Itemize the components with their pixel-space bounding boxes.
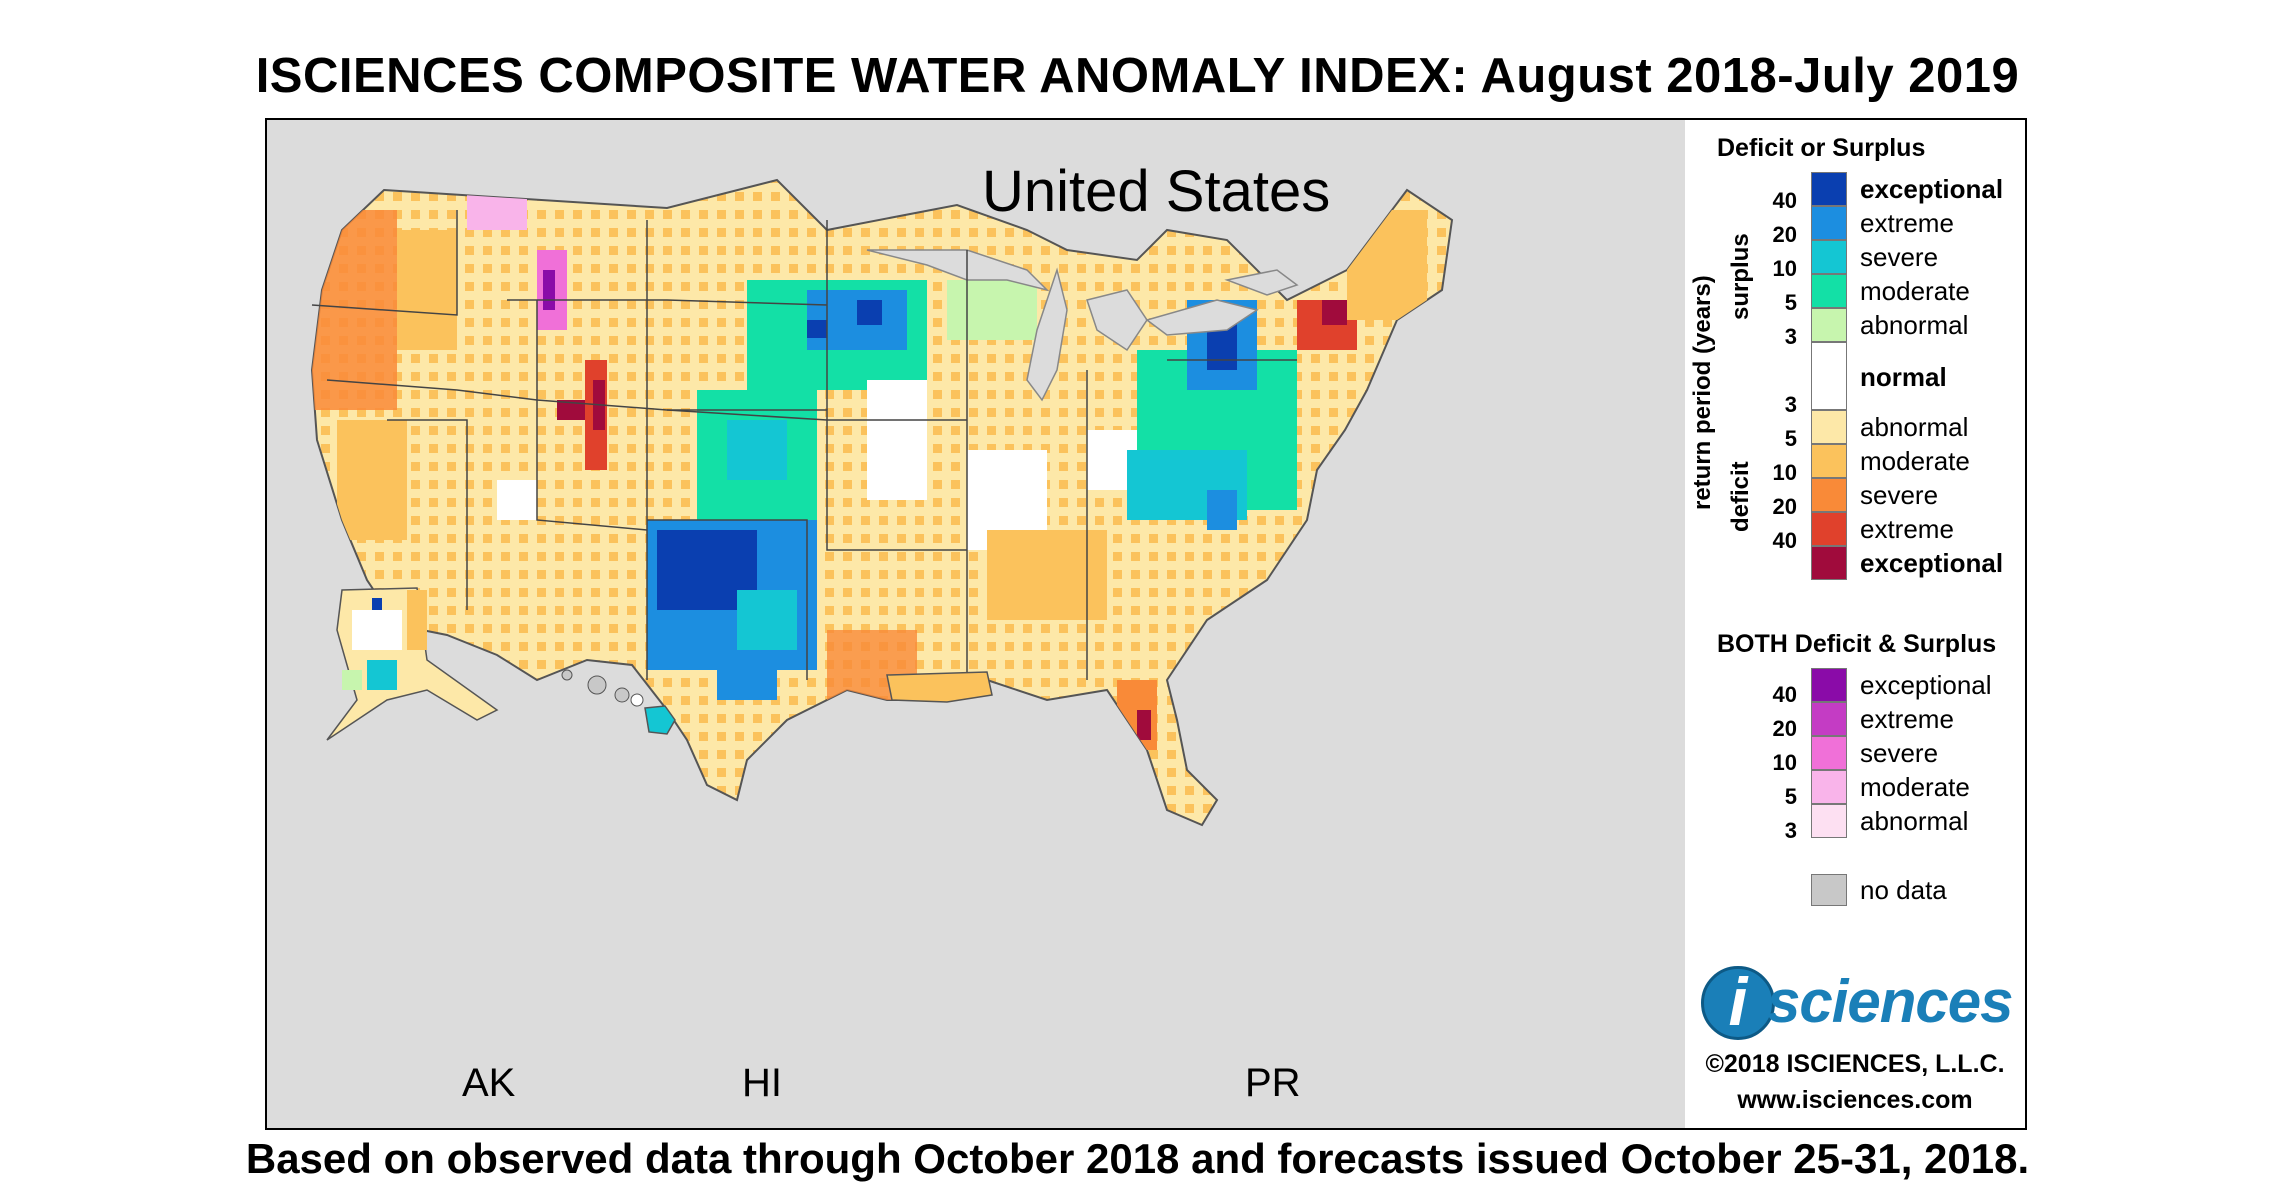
map-frame: United States AK HI PR Deficit or Surplu… [265, 118, 2027, 1130]
legend-swatch-deficit-moderate [1811, 444, 1847, 478]
puerto-rico-inset [886, 671, 993, 703]
copyright: ©2018 ISCIENCES, L.L.C. [1705, 1050, 2005, 1078]
legend-axis-label: return period (years) [1689, 275, 1716, 510]
legend-title-both: BOTH Deficit & Surplus [1717, 630, 1997, 658]
isciences-logo: i sciences [1689, 962, 2021, 1042]
legend-label-deficit-exceptional: exceptional [1860, 548, 2004, 578]
map-title: ISCIENCES COMPOSITE WATER ANOMALY INDEX:… [255, 49, 2020, 103]
legend-swatch-surplus-severe [1811, 240, 1847, 274]
legend-label-both-severe: severe [1860, 738, 1939, 768]
great-lakes [866, 249, 1299, 402]
legend-swatch-both-exceptional [1811, 668, 1847, 702]
legend-label-surplus-exceptional: exceptional [1860, 174, 2004, 204]
website-url: www.isciences.com [1737, 1086, 1973, 1114]
legend-label-deficit-severe: severe [1860, 480, 1939, 510]
legend-swatch-surplus-abnormal [1811, 308, 1847, 342]
legend-title-deficit-surplus: Deficit or Surplus [1717, 134, 1926, 162]
map-panel: United States AK HI PR [267, 120, 1685, 1128]
legend-period-surplus-moderate: 5 [1784, 290, 1797, 315]
legend-period-both-moderate: 5 [1784, 784, 1797, 809]
legend-period-deficit-exceptional: 40 [1772, 528, 1797, 553]
legend-label-surplus-severe: severe [1860, 242, 1939, 272]
legend-period-surplus-exceptional: 40 [1772, 188, 1797, 213]
legend-period-deficit-extreme: 20 [1772, 494, 1797, 519]
legend-swatch-normal [1811, 342, 1847, 410]
state-boundaries [311, 210, 1297, 680]
inset-label-hi: HI [742, 1061, 782, 1105]
legend-swatch-deficit-extreme [1811, 512, 1847, 546]
legend-label-surplus-abnormal: abnormal [1860, 310, 1969, 340]
inset-label-pr: PR [1245, 1061, 1301, 1105]
legend-label-both-abnormal: abnormal [1860, 806, 1969, 836]
legend-label-normal: normal [1860, 362, 1947, 392]
legend-swatch-surplus-moderate [1811, 274, 1847, 308]
legend-period-surplus-extreme: 20 [1772, 222, 1797, 247]
legend-swatch-deficit-exceptional [1811, 546, 1847, 580]
hawaii-inset [561, 669, 676, 735]
legend-period-deficit-abnormal: 3 [1784, 392, 1797, 417]
logo-mark: i [1728, 964, 1748, 1040]
legend-swatch-deficit-severe [1811, 478, 1847, 512]
legend-label-deficit-extreme: extreme [1860, 514, 1954, 544]
legend-period-deficit-moderate: 5 [1784, 426, 1797, 451]
legend-label-surplus-moderate: moderate [1860, 276, 1970, 306]
legend-swatch-both-moderate [1811, 770, 1847, 804]
legend-label-both-exceptional: exceptional [1860, 670, 1992, 700]
legend-period-both-abnormal: 3 [1784, 818, 1797, 843]
legend-label-deficit-abnormal: abnormal [1860, 412, 1969, 442]
legend-label-surplus-extreme: extreme [1860, 208, 1954, 238]
legend-swatch-both-extreme [1811, 702, 1847, 736]
legend-label-both-extreme: extreme [1860, 704, 1954, 734]
legend-period-both-exceptional: 40 [1772, 682, 1797, 707]
legend-swatch-both-severe [1811, 736, 1847, 770]
legend-label-nodata: no data [1860, 875, 1947, 905]
region-title: United States [982, 159, 1331, 224]
legend-swatch-surplus-extreme [1811, 206, 1847, 240]
legend-period-both-severe: 10 [1772, 750, 1797, 775]
conus-landmass [310, 178, 1454, 827]
legend-period-deficit-severe: 10 [1772, 460, 1797, 485]
legend-swatch-deficit-abnormal [1811, 410, 1847, 444]
logo-circle-icon [1701, 966, 1775, 1040]
legend: Deficit or Surplus return period (years)… [1685, 120, 2025, 1128]
legend-period-both-extreme: 20 [1772, 716, 1797, 741]
inset-label-ak: AK [462, 1061, 516, 1105]
legend-period-surplus-severe: 10 [1772, 256, 1797, 281]
logo-wordmark: sciences [1767, 968, 2014, 1035]
alaska-inset [326, 587, 499, 741]
legend-label-both-moderate: moderate [1860, 772, 1970, 802]
anomaly-map [310, 178, 1454, 827]
legend-swatch-surplus-exceptional [1811, 172, 1847, 206]
legend-swatch-nodata [1811, 874, 1847, 906]
map-subtitle: Based on observed data through October 2… [245, 1135, 2030, 1182]
legend-swatch-both-abnormal [1811, 804, 1847, 838]
legend-period-surplus-abnormal: 3 [1784, 324, 1797, 349]
legend-label-deficit-moderate: moderate [1860, 446, 1970, 476]
